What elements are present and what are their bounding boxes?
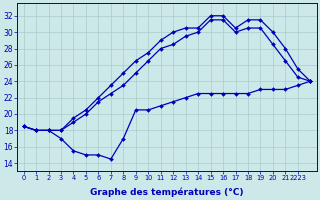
X-axis label: Graphe des températures (°C): Graphe des températures (°C) xyxy=(90,187,244,197)
